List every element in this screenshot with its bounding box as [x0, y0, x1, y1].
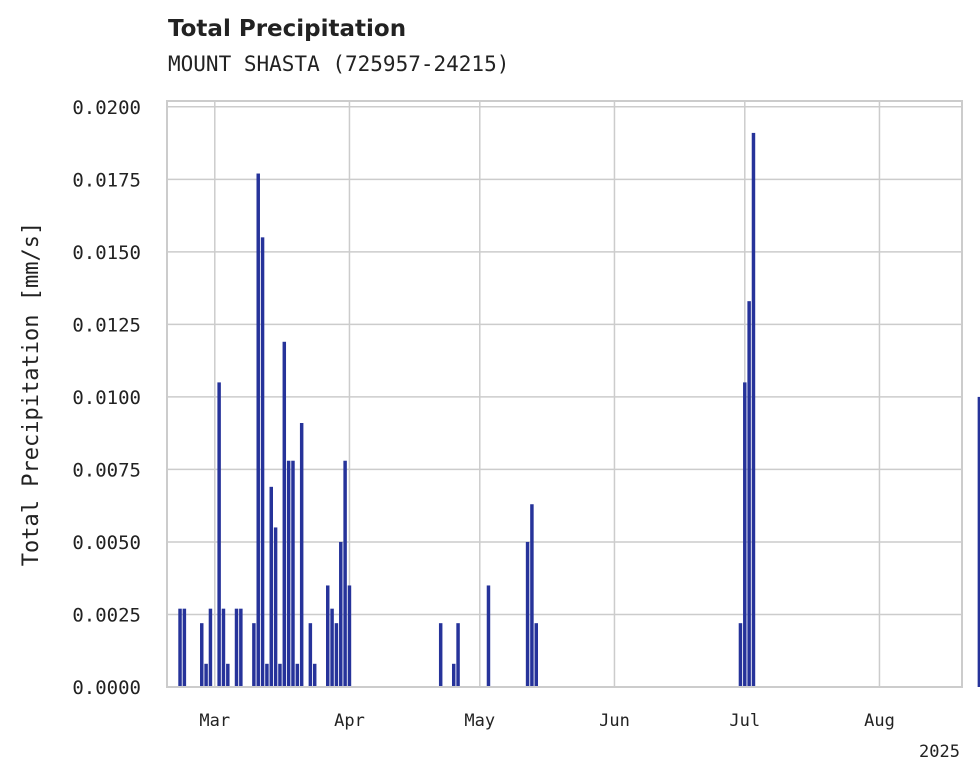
precipitation-bar	[291, 460, 295, 687]
precipitation-bar	[182, 608, 187, 687]
precipitation-bar	[269, 486, 273, 687]
precipitation-bar	[456, 623, 460, 687]
precipitation-bar	[343, 460, 347, 687]
y-tick-label: 0.0050	[72, 532, 141, 554]
precipitation-bar	[486, 585, 491, 687]
precipitation-bar	[273, 527, 278, 687]
x-tick-label: Jun	[599, 711, 630, 731]
precipitation-bar	[339, 541, 343, 687]
precipitation-bar	[239, 608, 243, 687]
precipitation-bar	[738, 623, 743, 687]
data-bars	[178, 132, 980, 687]
y-tick-label: 0.0150	[72, 242, 141, 264]
y-tick-label: 0.0100	[72, 387, 141, 409]
precipitation-bar	[312, 663, 317, 687]
precipitation-bar	[260, 237, 265, 687]
precipitation-bar	[334, 623, 339, 687]
precipitation-bar	[330, 608, 334, 687]
precipitation-bar	[282, 341, 287, 687]
precipitation-bar	[751, 132, 756, 687]
precipitation-bar	[438, 623, 443, 687]
precipitation-bar	[451, 663, 456, 687]
precipitation-bar	[204, 663, 208, 687]
precipitation-bar	[747, 301, 751, 687]
y-axis-ticks: 0.0000 0.0025 0.0050 0.0075 0.0100 0.0125 0.01…	[72, 97, 141, 699]
precipitation-bar	[977, 396, 980, 687]
precipitation-bar	[534, 623, 538, 687]
precipitation-bar	[286, 460, 291, 687]
y-tick-label: 0.0075	[72, 459, 141, 481]
precipitation-bar	[252, 623, 256, 687]
precipitation-bar	[525, 541, 530, 687]
precipitation-bar	[221, 608, 226, 687]
precipitation-bar	[278, 663, 282, 687]
precipitation-bar	[308, 623, 313, 687]
precipitation-bar	[326, 585, 330, 687]
precipitation-bar	[234, 608, 239, 687]
precipitation-bar	[217, 382, 221, 687]
precipitation-bar	[743, 382, 747, 687]
x-tick-label: May	[464, 711, 495, 731]
precipitation-bar	[299, 423, 304, 687]
y-tick-label: 0.0000	[72, 677, 141, 699]
chart-subtitle: MOUNT SHASTA (725957-24215)	[168, 52, 510, 76]
x-tick-label: Mar	[199, 711, 230, 731]
precipitation-bar	[208, 608, 213, 687]
precipitation-bar	[530, 504, 534, 687]
precipitation-bar	[295, 663, 300, 687]
x-tick-label: Apr	[334, 711, 365, 731]
chart-title: Total Precipitation	[168, 16, 407, 42]
x-tick-label: Jul	[729, 711, 760, 731]
precipitation-bar	[256, 173, 260, 687]
precipitation-bar	[265, 663, 269, 687]
y-axis-label: Total Precipitation [mm/s]	[19, 222, 44, 566]
precipitation-bar	[178, 608, 182, 687]
y-tick-label: 0.0200	[72, 97, 141, 119]
x-tick-label: Aug	[864, 711, 895, 731]
y-tick-label: 0.0025	[72, 604, 141, 626]
x-axis-ticks: Mar Apr May Jun Jul Aug	[199, 711, 894, 731]
precipitation-bar	[347, 585, 352, 687]
y-tick-label: 0.0125	[72, 314, 141, 336]
precipitation-bar	[226, 663, 230, 687]
precipitation-bar	[200, 623, 204, 687]
x-offset-label: 2025	[919, 742, 960, 762]
grid-lines	[167, 101, 962, 688]
plot-frame	[166, 100, 963, 688]
y-tick-label: 0.0175	[72, 169, 141, 191]
